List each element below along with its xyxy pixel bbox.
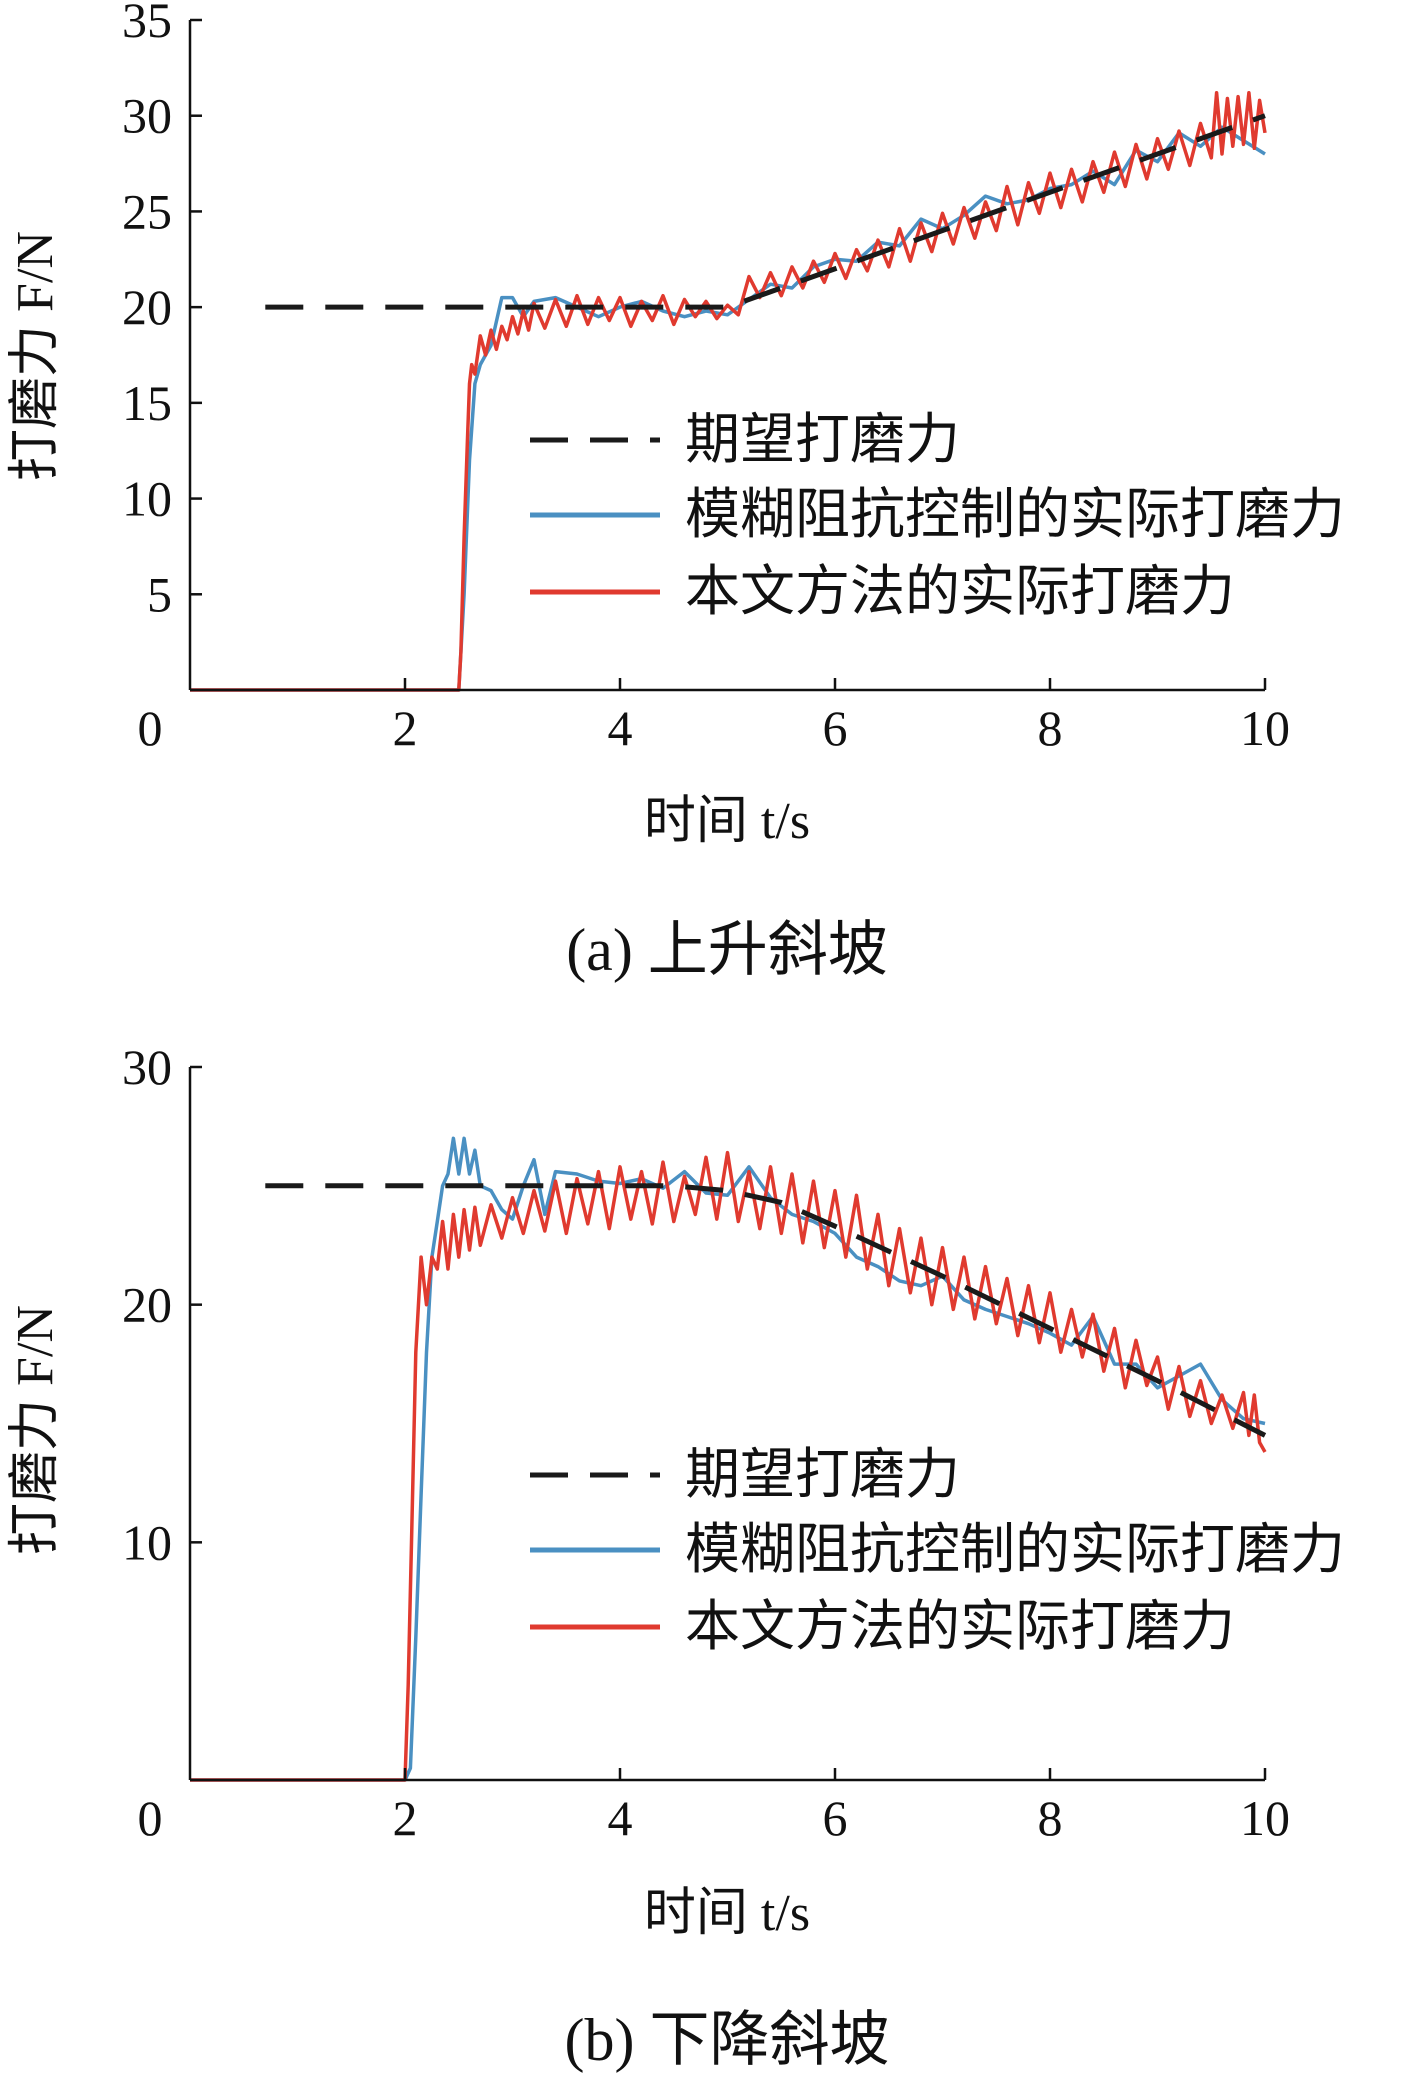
y-tick-label: 30 (122, 88, 172, 144)
plot-area (190, 90, 1267, 692)
x-tick-label: 0 (138, 700, 163, 756)
y-axis-title: 打磨力 F/N (7, 231, 64, 481)
x-axis-title: 时间 t/s (644, 1885, 810, 1942)
plot-area (190, 1136, 1267, 1782)
x-tick-label: 10 (1240, 700, 1290, 756)
y-tick-label: 30 (122, 1039, 172, 1095)
ticks: 0 2 4 6 8 10 10 20 30 (122, 1039, 1290, 1846)
series-line-proposed (190, 1150, 1267, 1782)
y-tick-label: 5 (147, 566, 172, 622)
legend-label-fuzzy: 模糊阻抗控制的实际打磨力 (685, 1519, 1345, 1580)
legend: 期望打磨力 模糊阻抗控制的实际打磨力 本文方法的实际打磨力 (530, 1444, 1345, 1657)
x-axis-title: 时间 t/s (644, 793, 810, 850)
legend-label-proposed: 本文方法的实际打磨力 (685, 561, 1235, 622)
axes (188, 20, 1265, 692)
x-tick-label: 4 (608, 1790, 633, 1846)
y-tick-label: 20 (122, 1277, 172, 1333)
y-tick-label: 10 (122, 471, 172, 527)
series-line-fuzzy (190, 1136, 1266, 1782)
x-tick-label: 6 (823, 700, 848, 756)
legend-label-desired: 期望打磨力 (685, 409, 960, 470)
x-tick-label: 10 (1240, 1790, 1290, 1846)
legend: 期望打磨力 模糊阻抗控制的实际打磨力 本文方法的实际打磨力 (530, 409, 1345, 622)
x-tick-label: 8 (1038, 1790, 1063, 1846)
x-tick-label: 4 (608, 700, 633, 756)
x-tick-label: 2 (393, 1790, 418, 1846)
panel-caption-a: (a) 上升斜坡 (566, 917, 888, 983)
series-line-fuzzy (190, 125, 1266, 692)
chart-panel-b: 0 2 4 6 8 10 10 20 30 期望打磨力 模糊阻抗控制的实际打磨力 本文方法的实际… (7, 1039, 1345, 2073)
chart-panel-a: 0 2 4 6 8 10 5 10 15 20 25 30 35 期望打磨力 模糊阻抗控制的实际打磨力 … (7, 0, 1345, 983)
x-tick-label: 0 (138, 1790, 163, 1846)
y-tick-label: 15 (122, 375, 172, 431)
legend-label-fuzzy: 模糊阻抗控制的实际打磨力 (685, 484, 1345, 545)
y-tick-label: 35 (122, 0, 172, 48)
legend-label-proposed: 本文方法的实际打磨力 (685, 1596, 1235, 1657)
series-line-proposed (190, 90, 1267, 692)
series-line-desired (265, 1183, 1267, 1438)
axes (188, 1067, 1265, 1782)
series-line-desired (265, 113, 1266, 310)
x-tick-label: 8 (1038, 700, 1063, 756)
y-tick-label: 25 (122, 183, 172, 239)
y-axis-title: 打磨力 F/N (7, 1305, 64, 1555)
x-tick-label: 6 (823, 1790, 848, 1846)
ticks: 0 2 4 6 8 10 5 10 15 20 25 30 35 (122, 0, 1290, 756)
y-tick-label: 20 (122, 279, 172, 335)
y-tick-label: 10 (122, 1514, 172, 1570)
panel-caption-b: (b) 下降斜坡 (565, 2007, 890, 2073)
x-tick-label: 2 (393, 700, 418, 756)
legend-label-desired: 期望打磨力 (685, 1444, 960, 1505)
